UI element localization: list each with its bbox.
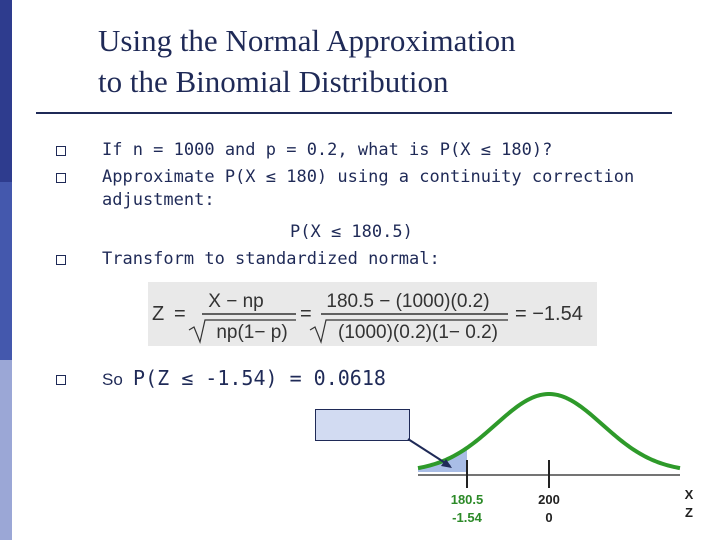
slide-title-line-2: to the Binomial Distribution: [98, 64, 449, 99]
tick-label-z-0: 0: [545, 510, 553, 525]
result-prefix: So: [102, 370, 123, 389]
formula-equals: =: [300, 303, 312, 325]
slide-title-line-1: Using the Normal Approximation: [98, 23, 516, 58]
formula-numerator-2: 180.5 − (1000)(0.2): [326, 291, 489, 312]
z-formula-box: Z = X − np np(1− p) = 180.5 − (1000)(0.2…: [148, 282, 597, 346]
bullet-icon: [56, 375, 66, 385]
sidebar-decoration-top: [0, 0, 12, 182]
bullet-icon: [56, 255, 66, 265]
callout-arrowhead-icon: [441, 459, 452, 468]
bullet-icon: [56, 146, 66, 156]
bullet-text-question: If n = 1000 and p = 0.2, what is P(X ≤ 1…: [102, 140, 553, 160]
axis-label-x: X: [684, 487, 694, 502]
result-value: P(Z ≤ -1.54) = 0.0618: [133, 366, 386, 390]
callout-arrow: [407, 438, 451, 467]
sidebar-decoration-middle: [0, 182, 12, 360]
sqrt-sign-2: [309, 319, 508, 345]
normal-curve: [417, 392, 681, 471]
slide-title: Using the Normal Approximation to the Bi…: [98, 20, 516, 102]
tick-label-x-200: 200: [538, 492, 560, 507]
corrected-probability: P(X ≤ 180.5): [290, 222, 413, 242]
formula-numerator-1: X − np: [208, 291, 263, 312]
tick-label-z-neg-1-54: -1.54: [452, 510, 482, 525]
title-divider: [36, 112, 672, 114]
bullet-text-transform: Transform to standardized normal:: [102, 249, 440, 269]
z-formula: Z = X − np np(1− p) = 180.5 − (1000)(0.2…: [152, 291, 583, 345]
axis-label-z: Z: [685, 505, 693, 520]
formula-denominator-2: (1000)(0.2)(1− 0.2): [338, 322, 498, 343]
formula-denominator-1: np(1− p): [216, 322, 287, 343]
tick-label-x-180-5: 180.5: [450, 492, 484, 507]
sqrt-sign-1: [188, 319, 296, 345]
bullet-icon: [56, 173, 66, 183]
bullet-text-approximate: Approximate P(X ≤ 180) using a continuit…: [102, 167, 635, 187]
formula-result: = −1.54: [515, 303, 583, 325]
callout-box: [315, 409, 410, 441]
formula-equals: =: [174, 303, 186, 325]
formula-z-symbol: Z: [152, 303, 164, 325]
sidebar-decoration-bottom: [0, 360, 12, 540]
bullet-text-adjustment: adjustment:: [102, 190, 215, 210]
bullet-text-result: So P(Z ≤ -1.54) = 0.0618: [102, 367, 386, 391]
